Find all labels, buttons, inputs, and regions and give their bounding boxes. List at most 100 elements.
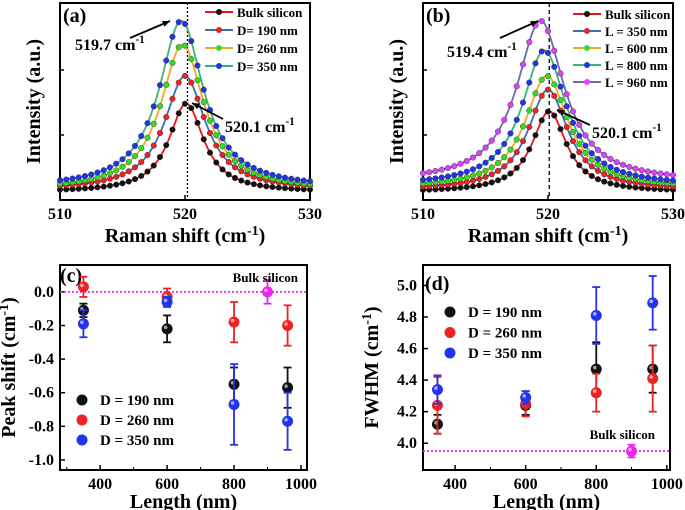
data-point: [125, 178, 132, 185]
data-point: [238, 157, 245, 164]
data-point-highlight: [592, 365, 597, 370]
data-point: [513, 149, 520, 156]
plot-frame: [59, 264, 308, 471]
legend-marker: [444, 327, 456, 338]
data-point-highlight: [592, 312, 597, 316]
data-point: [632, 172, 639, 179]
x-tick-label: 800: [222, 476, 246, 493]
legend-label: D = 350 nm: [468, 346, 542, 362]
data-point: [426, 169, 433, 176]
data-point: [476, 150, 483, 157]
data-point: [269, 171, 276, 178]
data-point: [307, 178, 314, 185]
data-point: [501, 116, 508, 123]
data-point-highlight: [284, 322, 288, 326]
data-point: [545, 73, 552, 80]
data-point: [620, 169, 627, 176]
data-point: [181, 42, 188, 49]
x-tick-label: 400: [88, 476, 112, 493]
data-point: [501, 174, 508, 181]
x-tick-label: 510: [48, 206, 72, 223]
data-point: [620, 182, 627, 189]
panel-label: (b): [426, 5, 450, 27]
y-tick-label: -0.6: [29, 385, 54, 402]
data-point: [113, 181, 120, 188]
data-point: [595, 167, 602, 174]
data-point: [206, 149, 213, 156]
data-point: [194, 77, 201, 84]
data-point: [613, 166, 620, 173]
data-point: [495, 177, 502, 184]
data-point: [181, 20, 188, 27]
panel-d: 400 600 800 1000 4.0 4.2 4.4 4.6 4.8 5.0 Length (n…: [360, 264, 683, 510]
y-axis-title: Peak shift (cm-1): [0, 297, 20, 438]
data-point: [131, 142, 138, 149]
data-point: [175, 19, 182, 26]
data-point: [476, 163, 483, 170]
data-point: [613, 181, 620, 188]
legend-label: D = 190 nm: [468, 305, 542, 321]
y-axis-title: FWHM (cm-1): [360, 306, 383, 428]
data-point: [213, 132, 220, 139]
data-point: [532, 107, 539, 114]
data-point: [188, 55, 195, 62]
data-point: [138, 159, 145, 166]
data-point: [163, 142, 170, 149]
legend-label: D = 350 nm: [100, 433, 174, 449]
data-point: [582, 132, 589, 139]
data-point: [169, 59, 176, 66]
data-point: [482, 167, 489, 174]
data-point: [582, 157, 589, 164]
data-point: [445, 165, 452, 172]
data-point: [175, 110, 182, 117]
data-point-highlight: [80, 283, 84, 288]
data-point: [113, 160, 120, 167]
data-point: [588, 172, 595, 179]
data-point: [463, 184, 470, 191]
data-point: [576, 121, 583, 128]
data-point: [563, 91, 570, 98]
legend-label: Bulk silicon: [605, 7, 671, 22]
data-point: [463, 174, 470, 181]
legend-label: D = 260 nm: [100, 413, 174, 429]
data-point: [657, 170, 664, 177]
data-point: [88, 184, 95, 191]
data-point: [647, 297, 659, 309]
data-point: [488, 164, 495, 171]
data-point: [538, 92, 545, 99]
data-point: [582, 149, 589, 156]
data-point: [113, 173, 120, 180]
data-point: [150, 142, 157, 149]
data-point-highlight: [649, 299, 654, 304]
data-point: [670, 177, 677, 184]
data-point: [551, 47, 558, 54]
data-point: [457, 160, 464, 167]
x-tick-label: 400: [443, 476, 467, 493]
data-point: [590, 387, 602, 399]
x-tick-label: 800: [584, 476, 608, 493]
y-tick-label: -0.2: [29, 317, 54, 334]
data-point: [231, 157, 238, 164]
data-point: [231, 151, 238, 158]
data-point: [582, 168, 589, 175]
data-point: [532, 60, 539, 67]
data-point: [106, 170, 113, 177]
data-point: [488, 171, 495, 178]
data-point: [557, 97, 564, 104]
data-point: [119, 163, 126, 170]
data-point: [244, 179, 251, 186]
data-point: [463, 157, 470, 164]
data-point: [163, 114, 170, 121]
data-point: [507, 130, 514, 137]
data-point: [238, 168, 245, 175]
panel-label: (d): [425, 273, 449, 295]
legend-marker: [584, 28, 590, 34]
data-point: [451, 163, 458, 170]
panel-label: (c): [60, 265, 82, 287]
data-point: [570, 129, 577, 136]
data-point: [231, 164, 238, 171]
data-point: [138, 133, 145, 140]
data-point: [169, 33, 176, 40]
data-point: [520, 99, 527, 106]
data-point: [75, 174, 82, 181]
